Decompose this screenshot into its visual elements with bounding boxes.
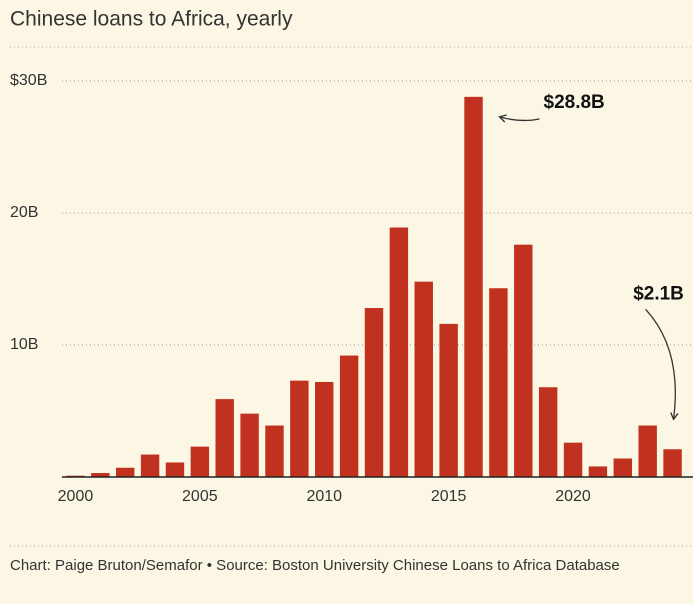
annotation-arrow <box>645 308 679 421</box>
bar <box>364 308 384 477</box>
annotation: $2.1B <box>633 283 684 304</box>
bar <box>489 288 508 477</box>
bar <box>91 473 110 477</box>
bar <box>215 399 234 477</box>
x-tick-label: 2020 <box>555 488 591 505</box>
bar <box>538 387 558 477</box>
bar <box>240 413 259 477</box>
bar <box>115 467 135 477</box>
x-tick-label: 2000 <box>58 488 94 505</box>
bar <box>339 355 359 477</box>
x-tick-label: 2010 <box>306 488 342 505</box>
y-tick-label: 10B <box>10 336 38 353</box>
x-tick-label: 2015 <box>431 488 467 505</box>
y-tick-label: $30B <box>10 72 47 89</box>
bar <box>315 381 334 477</box>
annotation-arrow <box>498 114 540 123</box>
bar <box>389 227 409 477</box>
chart-title: Chinese loans to Africa, yearly <box>10 8 293 31</box>
bar <box>190 446 210 477</box>
bar <box>563 442 583 477</box>
bar <box>290 380 309 477</box>
bar <box>414 281 433 477</box>
bar <box>588 466 608 477</box>
bar <box>613 458 633 477</box>
bar <box>514 244 533 477</box>
bar <box>439 323 458 477</box>
bar <box>638 425 657 477</box>
y-tick-label: 20B <box>10 204 38 221</box>
bar <box>464 96 483 477</box>
bar <box>165 462 185 477</box>
source-note: Chart: Paige Bruton/Semafor • Source: Bo… <box>10 557 620 574</box>
bar <box>140 454 160 477</box>
x-tick-label: 2005 <box>182 488 218 505</box>
annotation: $28.8B <box>544 92 605 113</box>
bar <box>663 449 682 477</box>
bar <box>265 425 284 477</box>
